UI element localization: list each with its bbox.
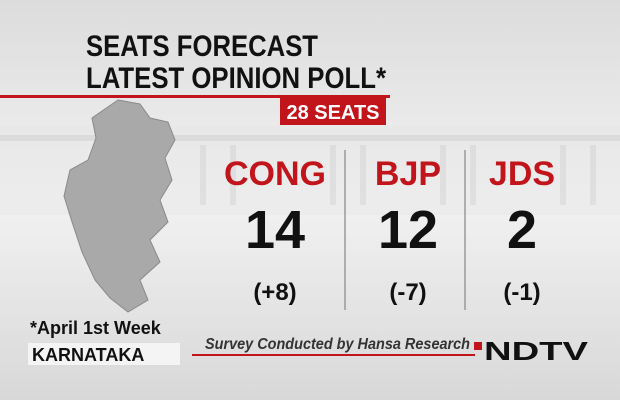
footnote: *April 1st Week	[30, 318, 162, 338]
party-seats: 14	[245, 200, 305, 260]
title-line1: SEATS FORECAST	[86, 30, 318, 63]
seats-badge	[280, 98, 386, 125]
party-change: (-1)	[503, 279, 540, 306]
title-rule	[0, 95, 390, 98]
logo: NDTV	[484, 336, 589, 366]
party-name: CONG	[224, 155, 326, 193]
logo-dot	[474, 342, 482, 350]
state-box	[28, 343, 180, 365]
state-name: KARNATAKA	[32, 345, 144, 365]
title-line2: LATEST OPINION POLL*	[86, 62, 386, 95]
party-name: BJP	[375, 155, 441, 193]
party-change: (+8)	[253, 279, 296, 306]
seats-badge-text: 28 SEATS	[287, 102, 380, 124]
state-map	[63, 99, 176, 313]
source: Survey Conducted by Hansa Research	[205, 336, 470, 353]
party-columns: CONG 14 (+8) BJP 12 (-7) JDS 2 (-1)	[224, 155, 555, 306]
party-seats: 2	[507, 200, 537, 260]
party-name: JDS	[489, 155, 555, 193]
party-seats: 12	[378, 200, 438, 260]
party-change: (-7)	[389, 279, 426, 306]
